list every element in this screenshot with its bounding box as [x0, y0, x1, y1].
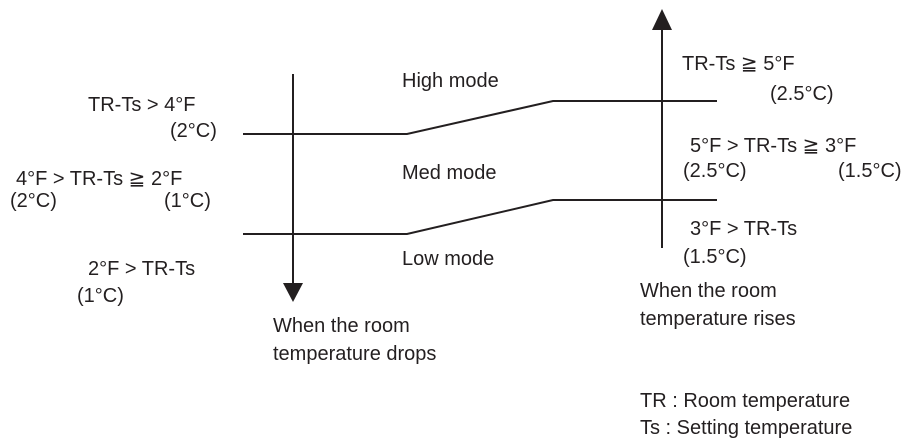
label: (2°C) [170, 120, 217, 142]
legend-line: Ts : Setting temperature [640, 417, 852, 439]
legend-line: TR : Room temperature [640, 390, 850, 412]
label: (2°C) [10, 190, 57, 212]
drop-arrow-head [283, 283, 303, 302]
caption: When the room [640, 280, 777, 302]
med-low-threshold [243, 199, 717, 235]
caption: When the room [273, 315, 410, 337]
label: 5°F > TR-Ts ≧ 3°F [690, 135, 856, 157]
label: (1°C) [77, 285, 124, 307]
label: (1°C) [164, 190, 211, 212]
caption: temperature drops [273, 343, 436, 365]
mode-label: High mode [402, 70, 499, 92]
label: (2.5°C) [683, 160, 747, 182]
mode-label: Low mode [402, 248, 494, 270]
high-med-threshold [243, 100, 717, 135]
label: TR-Ts ≧ 5°F [682, 53, 795, 75]
label: 3°F > TR-Ts [690, 218, 797, 240]
label: (2.5°C) [770, 83, 834, 105]
label: 4°F > TR-Ts ≧ 2°F [16, 168, 182, 190]
label: TR-Ts > 4°F [88, 94, 195, 116]
caption: temperature rises [640, 308, 796, 330]
label: 2°F > TR-Ts [88, 258, 195, 280]
mode-label: Med mode [402, 162, 497, 184]
label: (1.5°C) [838, 160, 902, 182]
rise-arrow-head [652, 9, 672, 30]
label: (1.5°C) [683, 246, 747, 268]
